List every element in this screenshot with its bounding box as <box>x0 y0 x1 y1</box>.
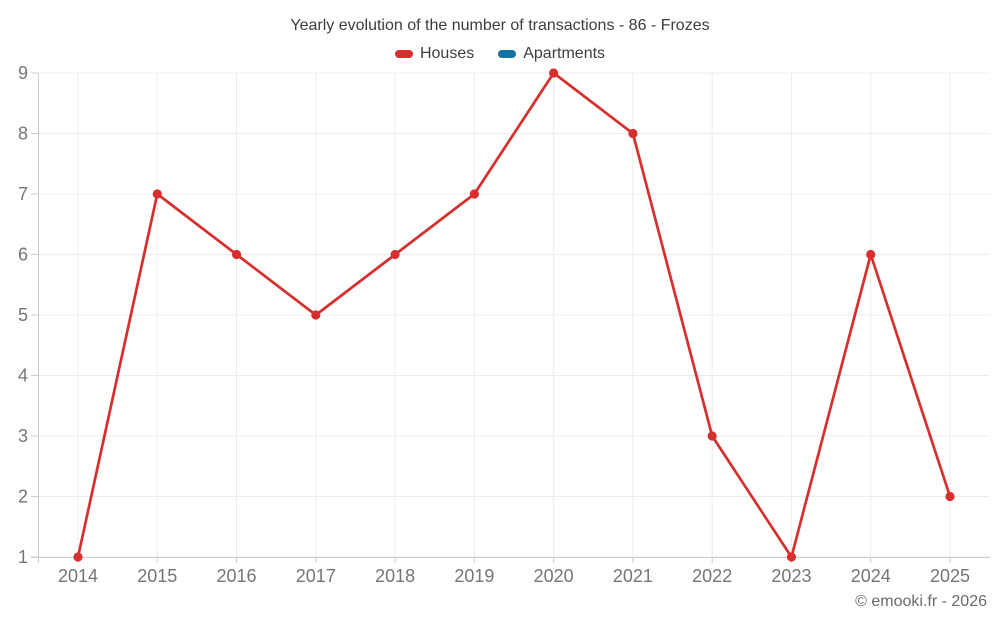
y-axis-tick-label: 6 <box>18 245 28 265</box>
data-point[interactable] <box>866 249 876 260</box>
x-axis-tick-label: 2014 <box>58 566 98 586</box>
chart-title: Yearly evolution of the number of transa… <box>290 17 710 34</box>
x-axis-tick-label: 2023 <box>771 566 811 586</box>
y-axis-tick-label: 1 <box>18 547 28 567</box>
x-axis-tick-label: 2017 <box>296 566 336 586</box>
chart-legend: Houses Apartments <box>0 45 1000 63</box>
x-axis-tick-label: 2015 <box>137 566 177 586</box>
x-axis-tick-label: 2022 <box>692 566 732 586</box>
data-point[interactable] <box>469 189 479 199</box>
data-point[interactable] <box>73 552 83 562</box>
data-point[interactable] <box>707 431 717 441</box>
y-axis-tick-label: 5 <box>18 305 28 325</box>
x-axis-tick-label: 2021 <box>613 566 653 586</box>
legend-label-houses: Houses <box>419 45 475 62</box>
y-axis-tick-label: 4 <box>18 366 28 386</box>
legend-swatch-apartments <box>498 50 517 58</box>
x-axis-tick-label: 2016 <box>217 566 257 586</box>
data-point[interactable] <box>786 552 797 562</box>
legend-item-houses[interactable]: Houses <box>394 45 475 63</box>
data-point[interactable] <box>945 491 955 502</box>
x-axis-tick-label: 2019 <box>454 566 494 586</box>
data-point[interactable] <box>152 189 162 199</box>
data-point[interactable] <box>390 249 400 260</box>
data-point[interactable] <box>231 249 242 260</box>
data-point[interactable] <box>549 68 559 78</box>
x-axis-tick-label: 2020 <box>534 566 574 586</box>
x-axis-tick-label: 2018 <box>375 566 415 586</box>
y-axis-tick-label: 2 <box>18 487 28 507</box>
legend-swatch-houses <box>394 50 413 58</box>
x-axis-tick-label: 2025 <box>930 566 970 586</box>
y-axis-tick-label: 8 <box>18 124 28 144</box>
data-point[interactable] <box>628 128 638 139</box>
x-axis-tick-label: 2024 <box>851 566 891 586</box>
y-axis-tick-label: 9 <box>18 63 28 83</box>
watermark-credit: © emooki.fr - 2026 <box>855 593 987 610</box>
legend-item-apartments[interactable]: Apartments <box>498 45 605 63</box>
series-line-houses <box>76 71 952 559</box>
data-point[interactable] <box>311 310 321 320</box>
legend-label-apartments: Apartments <box>523 45 606 62</box>
y-axis-tick-label: 3 <box>18 426 28 446</box>
y-axis-tick-label: 7 <box>18 184 28 204</box>
